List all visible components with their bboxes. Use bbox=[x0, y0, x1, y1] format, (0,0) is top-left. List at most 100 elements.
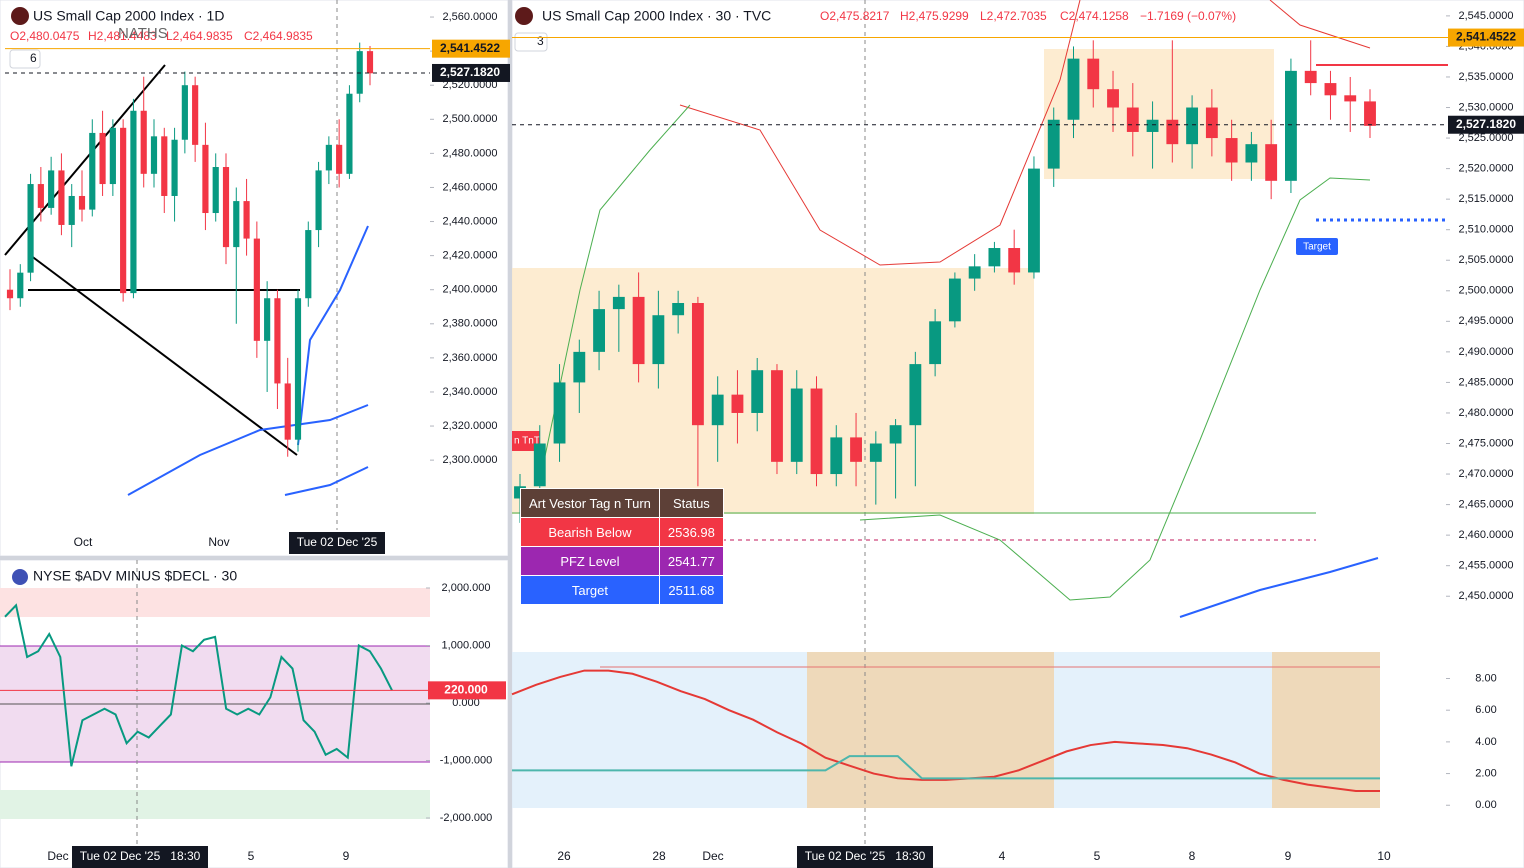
zone bbox=[0, 588, 430, 617]
candle-body bbox=[336, 144, 343, 174]
zone bbox=[807, 652, 1054, 808]
candle-body bbox=[968, 266, 981, 279]
candle-body bbox=[27, 184, 34, 273]
price-tag-label: 2,541.4522 bbox=[1456, 30, 1516, 44]
candle-body bbox=[850, 437, 862, 462]
y-tick-label: 2,535.0000 bbox=[1458, 71, 1513, 83]
symbol-icon bbox=[11, 7, 29, 25]
candle-body bbox=[810, 388, 823, 475]
crosshair-tag bbox=[72, 846, 208, 868]
candle-body bbox=[1205, 107, 1218, 139]
indicator-table: Art Vestor Tag n Turn Status Bearish Belo… bbox=[520, 488, 724, 605]
candle-body bbox=[948, 278, 961, 322]
y-tick-label: 2,460.0000 bbox=[1458, 529, 1513, 541]
ohlc: C2,474.1258 bbox=[1060, 9, 1129, 23]
candle-body bbox=[181, 85, 188, 140]
candle-body bbox=[514, 486, 526, 499]
price-tag-label: 2,527.1820 bbox=[1456, 117, 1516, 131]
candle-body bbox=[120, 127, 127, 294]
candle-body bbox=[1067, 58, 1080, 120]
candle-body bbox=[171, 139, 178, 196]
y-tick-label: 2,510.0000 bbox=[1458, 224, 1513, 236]
crosshair-label: Tue 02 Dec '25 bbox=[297, 535, 378, 549]
y-tick-label: 2,440.0000 bbox=[442, 215, 497, 227]
candle-body bbox=[672, 303, 685, 316]
candle-body bbox=[1166, 119, 1179, 145]
candle-body bbox=[830, 437, 843, 475]
series-line bbox=[512, 755, 1380, 780]
x-tick-label: 10 bbox=[1377, 849, 1391, 863]
price-tag bbox=[432, 63, 510, 82]
price-tag bbox=[432, 39, 510, 58]
ohlc: O2,475.8217 bbox=[820, 9, 890, 23]
y-tick-label: 2,495.0000 bbox=[1458, 315, 1513, 327]
ohlc: L2,472.7035 bbox=[980, 9, 1047, 23]
candle-body bbox=[325, 144, 332, 171]
candle-body bbox=[1126, 107, 1139, 132]
candle-body bbox=[593, 309, 605, 352]
candle-body bbox=[192, 85, 199, 145]
candle-body bbox=[68, 195, 75, 225]
zone bbox=[1272, 652, 1380, 808]
table-cell: 2541.77 bbox=[658, 546, 724, 576]
crosshair-label: Tue 02 Dec '25 18:30 bbox=[805, 849, 926, 863]
price-tag bbox=[428, 681, 506, 700]
y-tick-label: 2,300.0000 bbox=[442, 454, 497, 466]
y-tick-label: 2,400.0000 bbox=[442, 284, 497, 296]
band-upper bbox=[1269, 0, 1371, 49]
candle-body bbox=[771, 370, 783, 462]
zone bbox=[0, 790, 430, 819]
badge-text: 6 bbox=[30, 51, 37, 65]
table-cell: Target bbox=[520, 575, 660, 605]
candle-body bbox=[130, 110, 137, 294]
y-tick-label: 2,505.0000 bbox=[1458, 254, 1513, 266]
band-upper bbox=[679, 0, 1081, 266]
x-tick-label: Nov bbox=[208, 535, 229, 549]
badge[interactable] bbox=[9, 49, 41, 69]
candle-body bbox=[909, 364, 922, 426]
y-tick-label: 0.000 bbox=[452, 697, 480, 709]
y-tick-label: 6.00 bbox=[1475, 704, 1496, 716]
x-tick-label: 5 bbox=[248, 849, 255, 863]
candle-body bbox=[356, 51, 363, 94]
candle-body bbox=[731, 394, 744, 413]
x-tick-label: 4 bbox=[999, 849, 1006, 863]
candle-body bbox=[1107, 89, 1119, 108]
candle-body bbox=[1285, 70, 1297, 181]
candle-body bbox=[1047, 119, 1060, 169]
tnt-tag-text: n TnT bbox=[514, 436, 540, 447]
price-tag bbox=[1448, 115, 1524, 134]
candle-body bbox=[988, 248, 1001, 267]
y-tick-label: 2,515.0000 bbox=[1458, 193, 1513, 205]
y-tick-label: 2,480.0000 bbox=[1458, 407, 1513, 419]
candle-body bbox=[17, 272, 24, 299]
table-header: Status bbox=[658, 488, 724, 518]
candle-body bbox=[869, 443, 882, 462]
crosshair-label: Tue 02 Dec '25 18:30 bbox=[80, 849, 201, 863]
series-line bbox=[4, 603, 393, 767]
title: US Small Cap 2000 Index · 1D bbox=[33, 8, 224, 24]
candle-body bbox=[150, 136, 158, 174]
candle-body bbox=[711, 394, 724, 426]
ohlc: H2,481.4483 bbox=[88, 29, 157, 43]
candle-body bbox=[37, 184, 44, 208]
candle-body bbox=[1146, 119, 1159, 132]
candle-body bbox=[691, 303, 704, 426]
candle-body bbox=[1265, 144, 1278, 181]
candle-body bbox=[366, 51, 374, 74]
candle-body bbox=[1225, 138, 1238, 163]
y-tick-label: -1,000.000 bbox=[440, 754, 493, 766]
x-tick-label: 5 bbox=[1094, 849, 1101, 863]
candle-body bbox=[253, 238, 260, 341]
y-tick-label: 2,380.0000 bbox=[442, 318, 497, 330]
y-tick-label: 2,485.0000 bbox=[1458, 376, 1513, 388]
candle-body bbox=[573, 351, 586, 383]
y-tick-label: 2,500.0000 bbox=[442, 113, 497, 125]
y-tick-label: 2,560.0000 bbox=[442, 11, 497, 23]
table-header: Art Vestor Tag n Turn bbox=[520, 488, 660, 518]
target-tag-text: Target bbox=[1303, 242, 1331, 253]
y-tick-label: 4.00 bbox=[1475, 736, 1496, 748]
target-tag bbox=[1296, 238, 1338, 255]
tnt-tag bbox=[512, 431, 540, 451]
candle-body bbox=[612, 296, 625, 310]
